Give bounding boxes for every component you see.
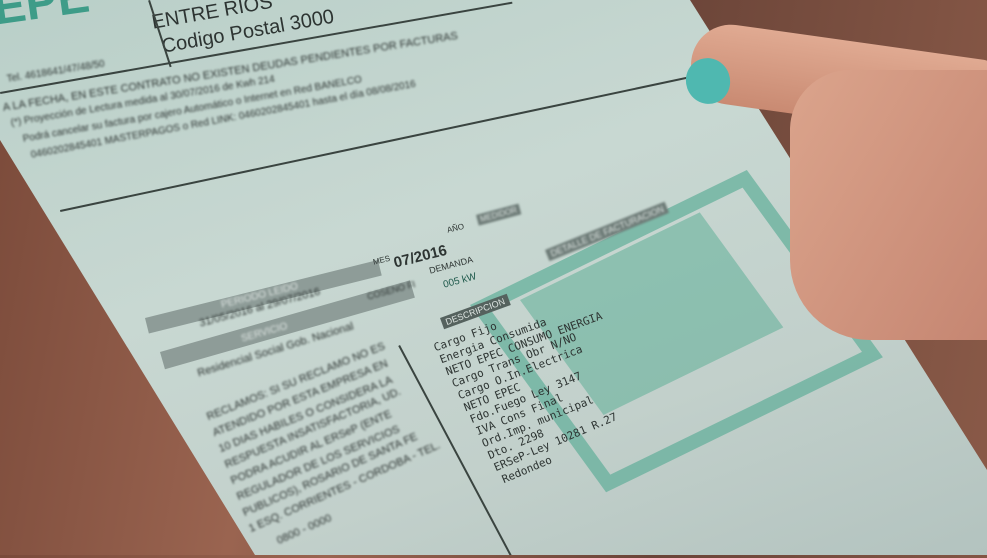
phone: Tel. 4618641/47/48/50	[6, 58, 106, 85]
meter-label: MEDIDOR	[476, 203, 522, 226]
company-logo: EPE	[0, 0, 93, 36]
hand	[790, 70, 987, 340]
year-label: AÑO	[446, 221, 466, 235]
demand-value: 005 kW	[442, 271, 478, 291]
month-label: MES	[372, 253, 392, 267]
